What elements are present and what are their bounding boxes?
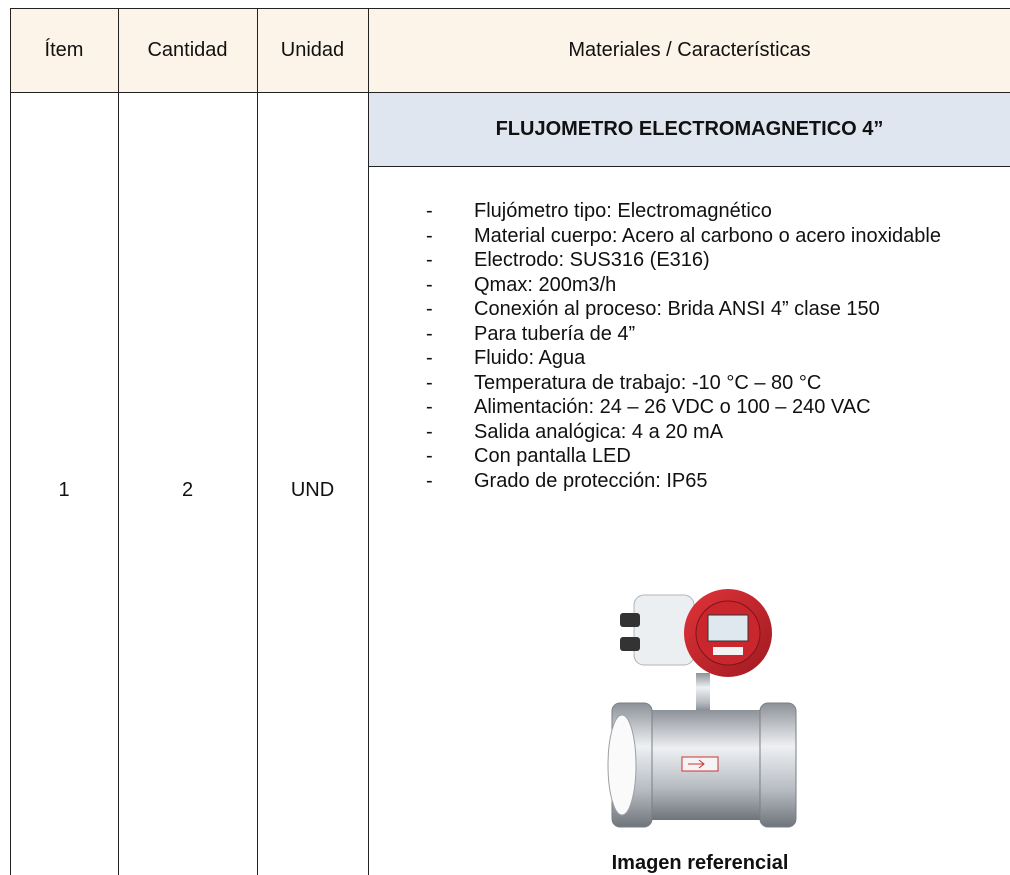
feature-item: Qmax: 200m3/h xyxy=(420,274,1004,298)
header-cell: Materiales / Características xyxy=(568,38,811,61)
unit-cell: UND xyxy=(290,478,335,501)
product-title: FLUJOMETRO ELECTROMAGNETICO 4” xyxy=(495,118,884,140)
feature-item: Alimentación: 24 – 26 VDC o 100 – 240 VA… xyxy=(420,396,1004,420)
rule xyxy=(369,166,1010,167)
feature-item: Conexión al proceso: Brida ANSI 4” clase… xyxy=(420,298,1004,322)
title-background xyxy=(369,93,1010,166)
product-image xyxy=(607,589,797,828)
feature-item: Material cuerpo: Acero al carbono o acer… xyxy=(420,225,1004,249)
rule xyxy=(10,8,1010,9)
header-cell: Cantidad xyxy=(147,38,228,61)
item-cell: 1 xyxy=(58,478,70,501)
feature-list: Flujómetro tipo: ElectromagnéticoMateria… xyxy=(420,200,1004,494)
feature-item: Para tubería de 4” xyxy=(420,323,1004,347)
rule xyxy=(118,8,119,875)
rule xyxy=(368,8,369,875)
image-caption: Imagen referencial xyxy=(611,852,789,874)
feature-item: Flujómetro tipo: Electromagnético xyxy=(420,200,1004,224)
quantity-cell: 2 xyxy=(181,478,194,501)
feature-item: Grado de protección: IP65 xyxy=(420,470,1004,494)
header-cell: Ítem xyxy=(44,38,84,61)
feature-item: Electrodo: SUS316 (E316) xyxy=(420,249,1004,273)
header-cell: Unidad xyxy=(280,38,345,61)
rule xyxy=(10,92,1010,93)
rule xyxy=(10,8,11,875)
feature-item: Con pantalla LED xyxy=(420,445,1004,469)
feature-item: Fluido: Agua xyxy=(420,347,1004,371)
feature-item: Temperatura de trabajo: -10 °C – 80 °C xyxy=(420,372,1004,396)
header-background xyxy=(10,8,1010,93)
rule xyxy=(257,8,258,875)
feature-item: Salida analógica: 4 a 20 mA xyxy=(420,421,1004,445)
